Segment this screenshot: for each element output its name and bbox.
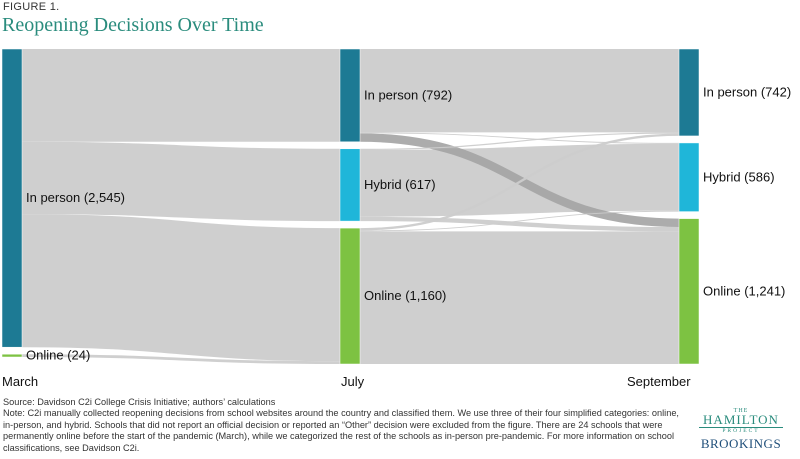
link-j_hybrid-to-s_online — [359, 216, 680, 232]
node-s_online — [678, 218, 700, 365]
labels-layer: In person (2,545) Online (24) In person (7… — [2, 84, 791, 389]
link-j_hybrid-to-s_inperson — [359, 132, 680, 150]
node-label-s_online: Online (1,241) — [703, 283, 785, 298]
nodes-layer — [1, 48, 700, 365]
link-m_inperson-to-j_hybrid — [21, 141, 341, 222]
link-j_online-to-s_inperson — [359, 133, 680, 231]
footer: Source: Davidson C2i College Crisis Init… — [3, 397, 683, 454]
node-j_online — [339, 227, 361, 365]
logo-project: PROJECT — [722, 428, 760, 434]
link-j_inperson-to-s_online — [359, 133, 680, 228]
chart-title: Reopening Decisions Over Time — [2, 14, 264, 36]
node-m_online — [1, 353, 23, 358]
node-j_inperson — [339, 48, 361, 143]
stage-label-march: March — [2, 374, 38, 389]
node-label-s_hybrid: Hybrid (586) — [703, 169, 775, 184]
node-label-s_inperson: In person (742) — [703, 84, 791, 99]
node-s_inperson — [678, 48, 700, 137]
node-label-j_online: Online (1,160) — [364, 288, 446, 303]
node-label-m_inperson: In person (2,545) — [26, 190, 125, 205]
link-m_inperson-to-j_online — [21, 214, 341, 362]
stage-label-july: July — [341, 374, 365, 389]
hamilton-brookings-logo: THE HAMILTON PROJECT BROOKINGS — [699, 408, 783, 452]
node-s_hybrid — [678, 142, 700, 212]
figure-label: FIGURE 1. — [3, 1, 60, 13]
stage-label-september: September — [627, 374, 691, 389]
methodology-note: Note: C2i manually collected reopening d… — [3, 408, 679, 453]
node-j_hybrid — [339, 148, 361, 222]
node-label-m_online: Online (24) — [26, 348, 90, 363]
link-j_inperson-to-s_hybrid — [359, 132, 680, 144]
link-m_online-to-j_online — [21, 354, 341, 364]
node-label-j_inperson: In person (792) — [364, 87, 452, 102]
logo-brookings: BROOKINGS — [700, 436, 782, 451]
logo-the: THE — [733, 408, 749, 414]
node-m_inperson — [1, 48, 23, 348]
source-note: Source: Davidson C2i College Crisis Init… — [3, 397, 276, 407]
link-j_online-to-s_hybrid — [359, 210, 680, 232]
node-label-j_hybrid: Hybrid (617) — [364, 177, 436, 192]
logo-hamilton: HAMILTON — [699, 413, 783, 428]
links-layer — [21, 48, 680, 365]
